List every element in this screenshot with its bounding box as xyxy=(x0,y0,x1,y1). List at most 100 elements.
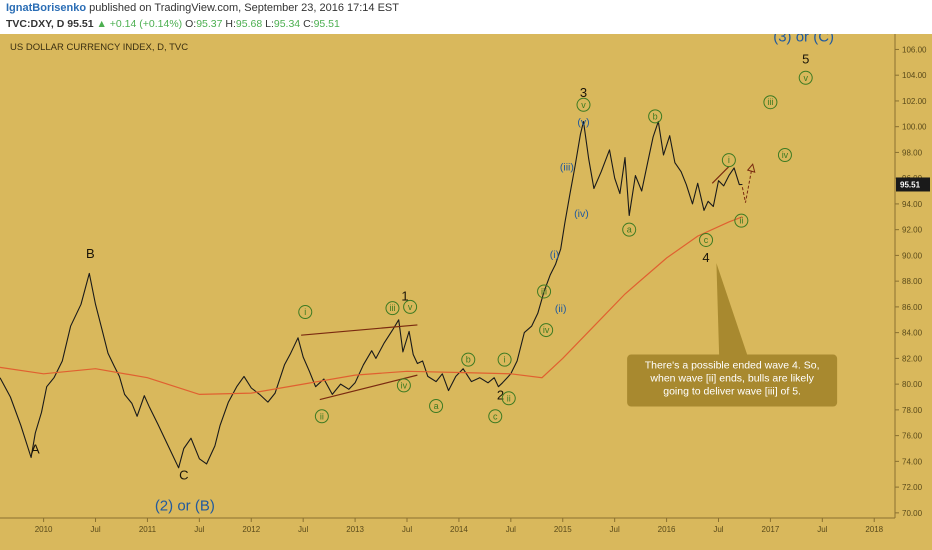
wave-label-minor: (ii) xyxy=(555,303,567,315)
x-tick-label: 2017 xyxy=(762,525,780,534)
last-price-tag: 95.51 xyxy=(896,177,930,192)
wave-circle-marker xyxy=(648,109,663,124)
low-value: 95.34 xyxy=(273,18,301,30)
y-tick-label: 82.00 xyxy=(902,354,923,363)
wave-circle-marker xyxy=(622,222,637,237)
publication-line: IgnatBorisenko published on TradingView.… xyxy=(6,2,399,14)
callout: There's a possible ended wave 4. So, when… xyxy=(627,263,838,407)
chart-header: IgnatBorisenko published on TradingView.… xyxy=(0,0,932,34)
x-tick-label: Jul xyxy=(610,525,620,534)
wave-label-minute: c xyxy=(704,235,709,245)
author-link[interactable]: IgnatBorisenko xyxy=(6,2,87,14)
open-label: O: xyxy=(185,18,197,30)
wave-label-minute: i xyxy=(504,355,506,365)
open-value: 95.37 xyxy=(196,18,223,30)
x-tick-label: 2012 xyxy=(242,525,260,534)
wave-label-minute: a xyxy=(627,225,632,235)
wave-label-minute: ii xyxy=(739,216,743,226)
y-tick-label: 76.00 xyxy=(902,432,923,441)
wave-label-minute: i xyxy=(304,307,306,317)
y-tick-label: 78.00 xyxy=(902,406,923,415)
wave-label-minute: i xyxy=(728,155,730,165)
wave-label-minute: iii xyxy=(541,286,547,296)
wave-circle-marker xyxy=(461,352,476,367)
wave-label-minute: v xyxy=(581,100,586,110)
y-tick-label: 88.00 xyxy=(902,277,923,286)
y-tick-label: 100.00 xyxy=(902,123,927,132)
y-tick-label: 72.00 xyxy=(902,483,923,492)
wave-label-minute: a xyxy=(434,401,439,411)
callout-text: There's a possible ended wave 4. So, when… xyxy=(645,360,820,398)
close-label: C: xyxy=(303,18,314,30)
wave-label-minute: b xyxy=(653,111,658,121)
current-price: 95.51 xyxy=(67,18,94,30)
price-change: +0.14 (+0.14%) xyxy=(109,18,183,30)
wave-label-major: 5 xyxy=(802,52,809,67)
dxy-chart[interactable]: US DOLLAR CURRENCY INDEX, D, TVC 70.00 72… xyxy=(0,34,932,550)
high-label: H: xyxy=(225,18,236,30)
wave-circle-marker xyxy=(396,378,411,393)
wave-label-minute: c xyxy=(493,411,498,421)
x-tick-label: 2018 xyxy=(865,525,883,534)
time-axis[interactable] xyxy=(0,518,895,550)
wave-circle-marker xyxy=(385,301,400,316)
wave-circle-marker xyxy=(763,95,778,110)
wave-label-minute: iii xyxy=(767,97,773,107)
projection-arrowhead xyxy=(746,163,756,173)
plot-area[interactable] xyxy=(0,34,895,518)
wave-circle-marker xyxy=(497,352,512,367)
x-tick-label: Jul xyxy=(713,525,723,534)
wave-label-minute: iv xyxy=(401,380,408,390)
y-tick-label: 70.00 xyxy=(902,509,923,518)
x-tick-label: 2013 xyxy=(346,525,364,534)
y-tick-label: 106.00 xyxy=(902,45,927,54)
wave-label-degree: (3) or (C) xyxy=(773,34,834,46)
wave-label-minute: v xyxy=(803,73,808,83)
wave-circle-marker xyxy=(539,323,554,338)
callout-pointer xyxy=(716,263,748,355)
close-value: 95.51 xyxy=(313,18,340,30)
wave-label-degree: (2) or (B) xyxy=(155,497,215,514)
price-line xyxy=(0,120,743,469)
up-arrow-icon: ▲ xyxy=(96,18,107,30)
wave-label-major: A xyxy=(31,442,40,457)
callout-line: There's a possible ended wave 4. So, xyxy=(645,360,820,372)
callout-line: when wave [ii] ends, bulls are likely xyxy=(649,373,814,385)
symbol-name[interactable]: TVC:DXY, D xyxy=(6,18,65,30)
chart-title: US DOLLAR CURRENCY INDEX, D, TVC xyxy=(10,42,188,53)
published-text: published on TradingView.com, September … xyxy=(89,2,399,14)
callout-line: going to deliver wave [iii] of 5. xyxy=(663,386,801,398)
low-label: L: xyxy=(265,18,274,30)
x-tick-label: Jul xyxy=(194,525,204,534)
x-tick-label: Jul xyxy=(817,525,827,534)
y-tick-label: 74.00 xyxy=(902,457,923,466)
x-tick-label: 2014 xyxy=(450,525,468,534)
wave-label-major: 3 xyxy=(580,85,587,100)
wave-circle-marker xyxy=(734,213,749,228)
last-price-badge xyxy=(896,177,930,192)
series-layer xyxy=(0,120,743,469)
y-tick-label: 98.00 xyxy=(902,148,923,157)
wave-label-major: 4 xyxy=(702,250,709,265)
callout-box xyxy=(627,354,838,407)
price-axis[interactable] xyxy=(895,34,932,550)
wave-label-major: 1 xyxy=(401,288,408,303)
x-tick-label: Jul xyxy=(298,525,308,534)
wave-circle-marker xyxy=(429,399,444,414)
wave-label-minute: iv xyxy=(782,150,789,160)
symbol-info-line: TVC:DXY, D 95.51 ▲ +0.14 (+0.14%) O:95.3… xyxy=(6,18,340,30)
x-tick-label: 2016 xyxy=(658,525,676,534)
x-tick-label: Jul xyxy=(402,525,412,534)
last-price-value: 95.51 xyxy=(900,180,921,189)
wave-label-minute: v xyxy=(408,302,413,312)
y-tick-label: 94.00 xyxy=(902,200,923,209)
wave-label-minute: ii xyxy=(507,393,511,403)
wave-circle-marker xyxy=(488,409,503,424)
wave-circle-marker xyxy=(576,97,591,112)
x-tick-label: 2010 xyxy=(35,525,53,534)
x-tick-label: 2015 xyxy=(554,525,572,534)
wave-circle-marker xyxy=(699,232,714,247)
wave-label-minute: b xyxy=(466,355,471,365)
wave-label-minute: iv xyxy=(543,325,550,335)
wave-label-minor: (iv) xyxy=(574,208,589,220)
